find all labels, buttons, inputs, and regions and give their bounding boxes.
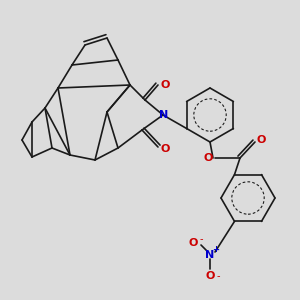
Text: N: N bbox=[159, 110, 169, 120]
Text: O: O bbox=[160, 144, 170, 154]
Text: O: O bbox=[203, 153, 213, 163]
Text: O: O bbox=[160, 80, 170, 90]
Text: O: O bbox=[256, 135, 266, 145]
Text: +: + bbox=[212, 244, 220, 253]
Text: N: N bbox=[206, 250, 214, 260]
Text: -: - bbox=[216, 271, 220, 281]
Text: O: O bbox=[188, 238, 198, 248]
Text: -: - bbox=[199, 234, 203, 244]
Text: O: O bbox=[205, 271, 215, 281]
